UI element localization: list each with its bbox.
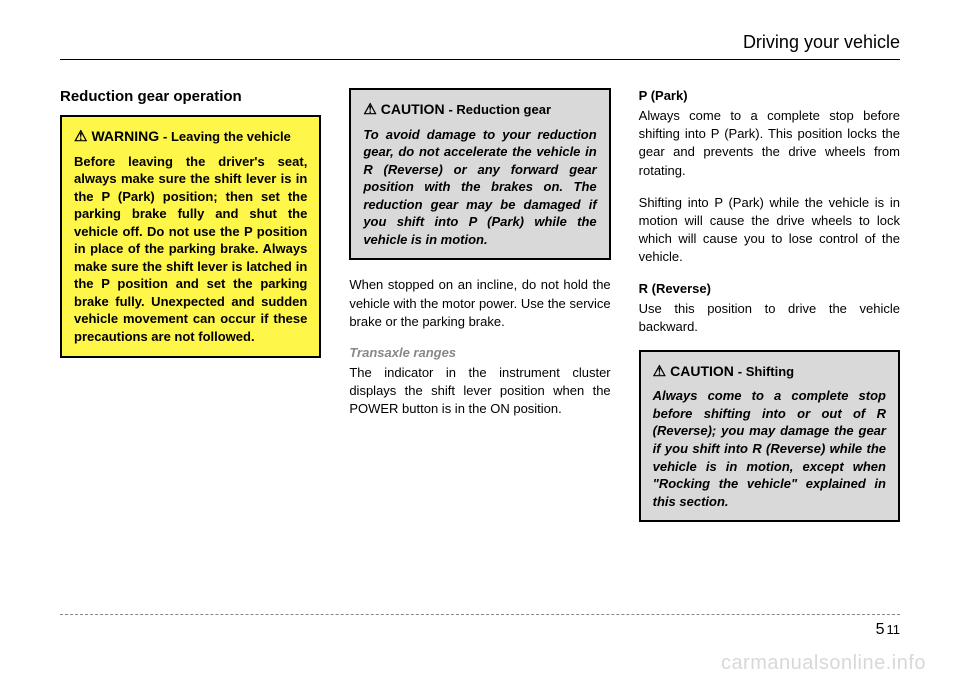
warning-subtitle: - Leaving the vehicle	[163, 129, 291, 144]
column-2: ⚠ CAUTION - Reduction gear To avoid damag…	[349, 88, 610, 538]
column-1: Reduction gear operation ⚠WARNING - Leav…	[60, 88, 321, 538]
park-head: P (Park)	[639, 88, 900, 103]
caution-icon: ⚠	[363, 101, 376, 118]
column-3: P (Park) Always come to a complete stop …	[639, 88, 900, 538]
caution-body: To avoid damage to your reduction gear, …	[363, 126, 596, 249]
reverse-head: R (Reverse)	[639, 281, 900, 296]
warning-body: Before leaving the driver's seat, always…	[74, 153, 307, 346]
watermark: carmanualsonline.info	[721, 652, 926, 675]
warning-icon: ⚠	[74, 128, 87, 145]
manual-page: Driving your vehicle Reduction gear oper…	[0, 0, 960, 689]
transaxle-subhead: Transaxle ranges	[349, 345, 610, 360]
warning-heading: ⚠WARNING - Leaving the vehicle	[74, 127, 307, 147]
header-title: Driving your vehicle	[743, 32, 900, 52]
warning-label: WARNING	[91, 128, 159, 144]
transaxle-text: The indicator in the instrument cluster …	[349, 364, 610, 419]
page-in-chapter: 11	[887, 622, 901, 637]
warning-box: ⚠WARNING - Leaving the vehicle Before le…	[60, 115, 321, 358]
caution-box-shifting: ⚠CAUTION - Shifting Always come to a com…	[639, 350, 900, 522]
caution-body-2: Always come to a complete stop before sh…	[653, 387, 886, 510]
caution-label: CAUTION	[381, 101, 445, 117]
park-text-1: Always come to a complete stop before sh…	[639, 107, 900, 180]
content-columns: Reduction gear operation ⚠WARNING - Leav…	[60, 88, 900, 538]
chapter-number: 5	[876, 621, 885, 638]
section-title: Reduction gear operation	[60, 88, 321, 105]
caution-box-reduction: ⚠ CAUTION - Reduction gear To avoid damag…	[349, 88, 610, 260]
incline-text: When stopped on an incline, do not hold …	[349, 276, 610, 331]
page-number: 511	[876, 621, 900, 638]
caution-label-2: CAUTION	[670, 363, 734, 379]
caution-subtitle-2: - Shifting	[738, 364, 794, 379]
park-text-2: Shifting into P (Park) while the vehicle…	[639, 194, 900, 267]
caution-heading: ⚠ CAUTION - Reduction gear	[363, 100, 596, 120]
caution-heading-2: ⚠CAUTION - Shifting	[653, 362, 886, 382]
page-footer: 511	[60, 614, 900, 639]
caution-icon: ⚠	[653, 363, 666, 380]
page-header: Driving your vehicle	[60, 32, 900, 60]
caution-subtitle: - Reduction gear	[448, 102, 551, 117]
reverse-text: Use this position to drive the vehicle b…	[639, 300, 900, 336]
